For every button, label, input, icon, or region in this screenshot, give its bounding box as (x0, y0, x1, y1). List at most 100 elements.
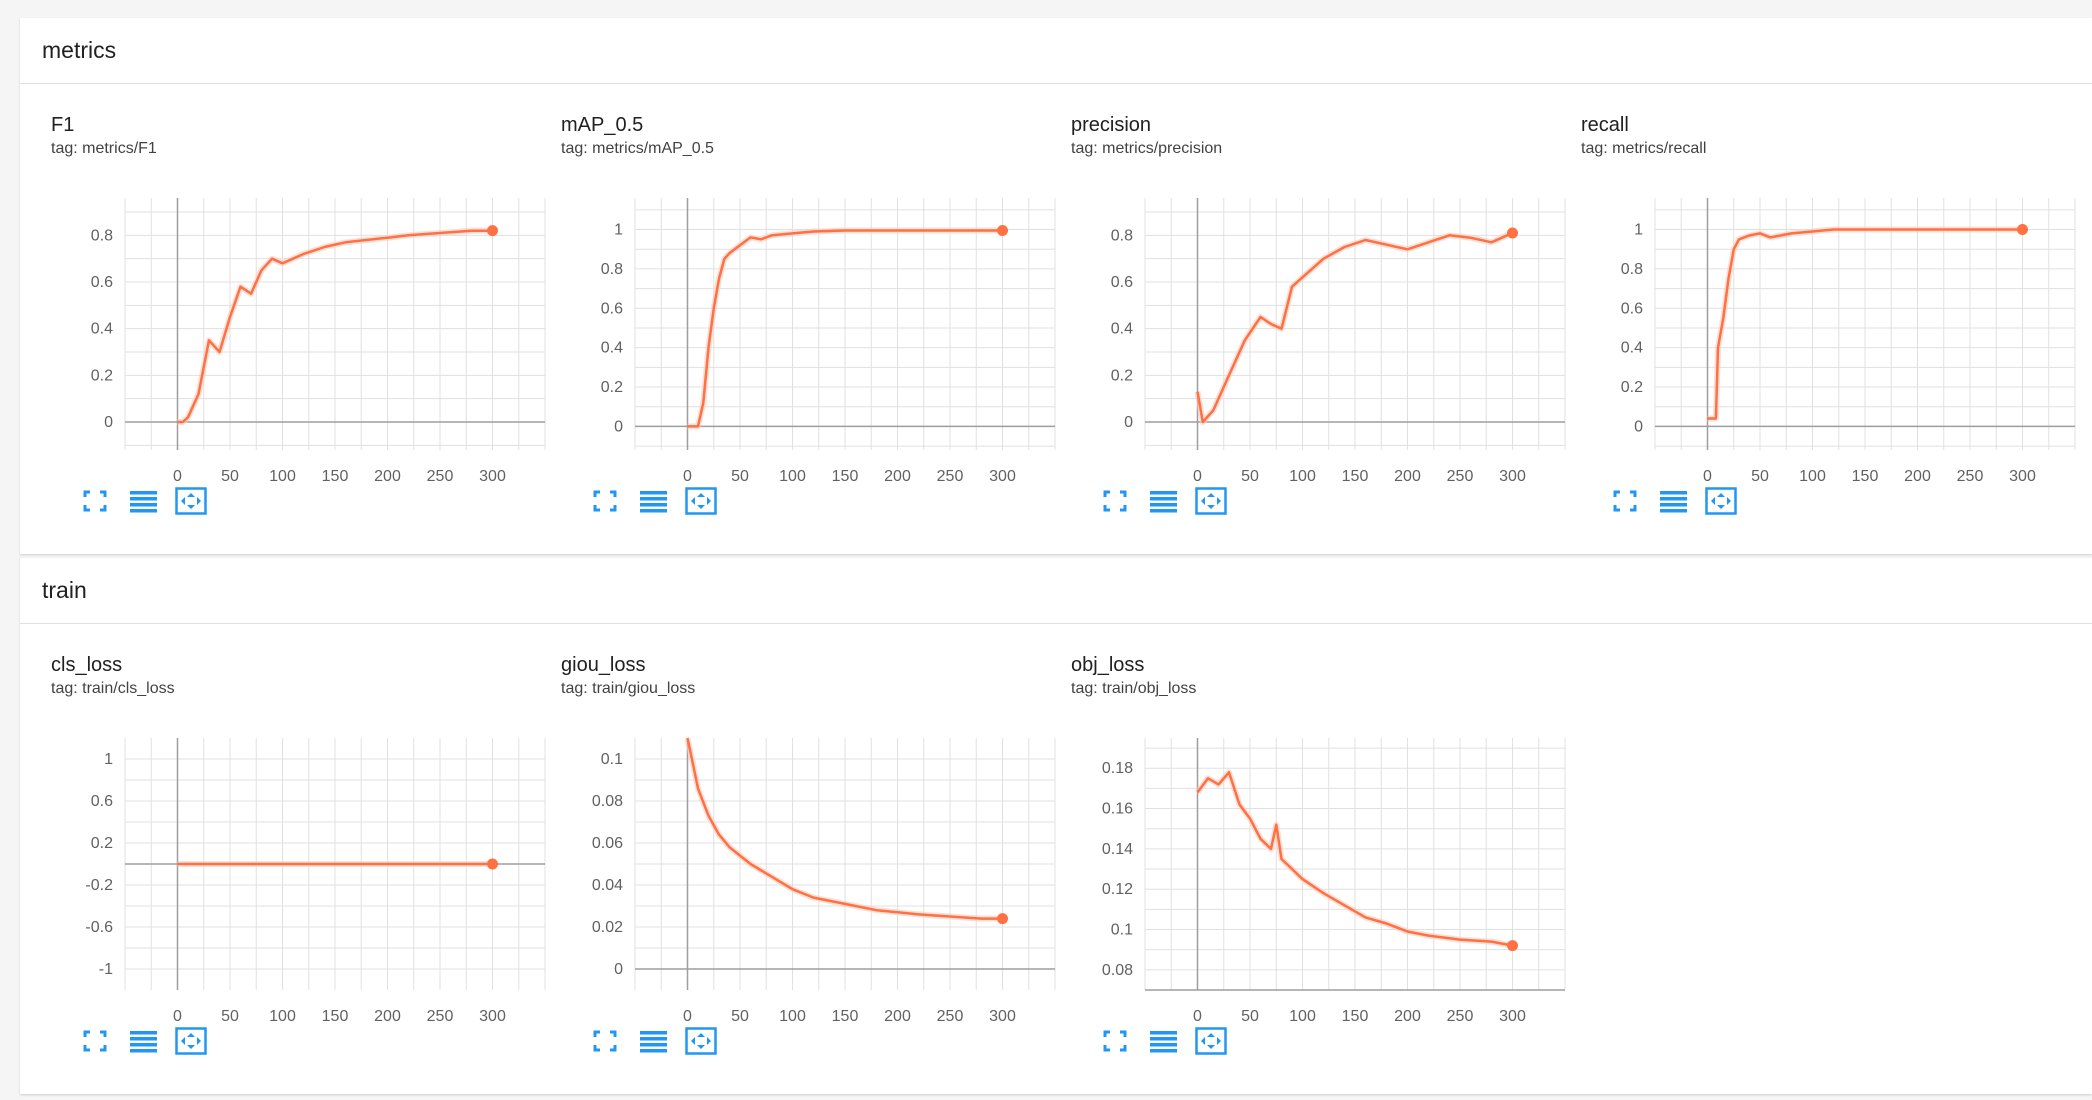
y-tick-label: 0.08 (592, 793, 623, 810)
series-line[interactable] (1196, 231, 1514, 424)
x-tick-label: 150 (1852, 468, 1879, 485)
expand-button[interactable] (174, 1025, 208, 1057)
series-line[interactable] (1707, 228, 2023, 420)
x-tick-label: 0 (1703, 468, 1712, 485)
fit-screen-icon (593, 490, 617, 512)
expand-button[interactable] (684, 1025, 718, 1057)
fit-screen-button[interactable] (588, 485, 622, 517)
toggle-lines-button[interactable] (1146, 485, 1180, 517)
chart-title: F1 (51, 114, 75, 136)
y-tick-label: 0.6 (601, 300, 623, 317)
chart-plot[interactable]: -1 -0.6 -0.2 0.2 0.6 1 0 50 100 150 200 250 300 (20, 624, 580, 1094)
x-tick-label: 300 (1499, 468, 1526, 485)
x-tick-label: 100 (1799, 468, 1826, 485)
fit-screen-icon (1103, 490, 1127, 512)
toggle-lines-button[interactable] (1656, 485, 1690, 517)
section-header-metrics[interactable]: metrics (20, 18, 2092, 84)
toggle-lines-button[interactable] (636, 1025, 670, 1057)
fit-screen-button[interactable] (588, 1025, 622, 1057)
x-tick-label: 150 (1342, 468, 1369, 485)
toggle-lines-button[interactable] (636, 485, 670, 517)
toggle-lines-icon (640, 1031, 667, 1053)
section-title: metrics (42, 37, 117, 63)
fit-screen-icon (1103, 1030, 1127, 1052)
series-end-point[interactable] (2017, 224, 2028, 235)
y-tick-label: 0.1 (601, 751, 623, 768)
x-tick-label: 250 (427, 1008, 454, 1025)
x-tick-label: 50 (221, 468, 239, 485)
x-tick-label: 0 (683, 468, 692, 485)
chart-plot[interactable]: 0.08 0.1 0.12 0.14 0.16 0.18 0 50 100 150 200 250 30… (1040, 624, 1600, 1094)
fit-screen-button[interactable] (78, 1025, 112, 1057)
chart-plot[interactable]: 0 0.2 0.4 0.6 0.8 0 50 100 150 200 250 300 (1040, 84, 1600, 554)
series-line[interactable] (686, 737, 1003, 920)
expand-button[interactable] (174, 485, 208, 517)
chart-plot[interactable]: 0 0.2 0.4 0.6 0.8 0 50 100 150 200 250 300 (20, 84, 580, 554)
x-tick-label: 250 (937, 1008, 964, 1025)
y-tick-label: 0 (1124, 414, 1133, 431)
x-tick-label: 100 (1289, 1008, 1316, 1025)
expand-button[interactable] (1704, 485, 1738, 517)
y-tick-label: 0 (614, 961, 623, 978)
fit-screen-button[interactable] (1608, 485, 1642, 517)
y-tick-label: 0.04 (592, 877, 623, 894)
toggle-lines-icon (1660, 491, 1687, 513)
fit-screen-button[interactable] (1098, 1025, 1132, 1057)
x-tick-label: 200 (1394, 1008, 1421, 1025)
series-end-point[interactable] (997, 224, 1008, 236)
x-tick-label: 200 (1394, 468, 1421, 485)
y-tick-label: 0 (104, 414, 113, 431)
x-tick-label: 0 (173, 1008, 182, 1025)
series-line[interactable] (177, 229, 493, 424)
expand-button[interactable] (684, 485, 718, 517)
x-tick-label: 300 (989, 1008, 1016, 1025)
expand-button[interactable] (1194, 485, 1228, 517)
toggle-lines-button[interactable] (126, 1025, 160, 1057)
x-tick-label: 0 (173, 468, 182, 485)
section-header-train[interactable]: train (20, 558, 2092, 624)
x-tick-label: 200 (374, 468, 401, 485)
series-end-point[interactable] (487, 858, 498, 870)
y-tick-label: 0.4 (91, 321, 113, 338)
y-tick-label: 0.12 (1102, 881, 1133, 898)
series-end-point[interactable] (997, 913, 1008, 925)
expand-icon (685, 487, 717, 515)
fit-screen-button[interactable] (1098, 485, 1132, 517)
series-line[interactable] (1196, 771, 1513, 947)
x-tick-label: 250 (1447, 468, 1474, 485)
chart-tag: tag: train/cls_loss (51, 680, 175, 697)
x-tick-label: 300 (479, 1008, 506, 1025)
chart-plot[interactable]: 0 0.2 0.4 0.6 0.8 1 0 50 100 150 200 250 300 (1550, 84, 2092, 554)
train-section: train cls_loss tag: train/cls_loss -1 -0.6-… (20, 558, 2092, 1094)
fit-screen-button[interactable] (78, 485, 112, 517)
toggle-lines-icon (130, 491, 157, 513)
chart-plot[interactable]: 0 0.2 0.4 0.6 0.8 1 0 50 100 150 200 250 300 (530, 84, 1090, 554)
series-end-point[interactable] (1507, 227, 1518, 239)
x-tick-label: 300 (1499, 1008, 1526, 1025)
series-end-point[interactable] (1507, 940, 1518, 952)
y-tick-label: 0.14 (1102, 841, 1133, 858)
y-tick-label: 0.4 (1621, 340, 1643, 357)
series-end-point[interactable] (487, 225, 498, 237)
toggle-lines-button[interactable] (1146, 1025, 1180, 1057)
chart-title: precision (1071, 114, 1152, 136)
expand-icon (685, 1027, 717, 1055)
metrics-section: metrics F1 tag: metrics/F1 0 0.2 0.4 0.6 0.8 0 5… (20, 18, 2092, 554)
x-tick-label: 0 (1193, 468, 1202, 485)
chart-plot[interactable]: 0 0.02 0.04 0.06 0.08 0.1 0 50 100 150 200 250 300 (530, 624, 1090, 1094)
series-line[interactable] (687, 229, 1003, 428)
x-tick-label: 100 (269, 1008, 296, 1025)
y-tick-label: -0.6 (85, 919, 113, 936)
y-tick-label: 1 (1634, 222, 1643, 239)
expand-icon (175, 487, 207, 515)
toggle-lines-icon (1150, 1031, 1177, 1053)
expand-button[interactable] (1194, 1025, 1228, 1057)
x-tick-label: 100 (779, 468, 806, 485)
x-tick-label: 50 (1751, 468, 1769, 485)
x-tick-label: 200 (374, 1008, 401, 1025)
y-tick-label: 0.6 (91, 793, 113, 810)
toggle-lines-button[interactable] (126, 485, 160, 517)
y-tick-label: -0.2 (85, 877, 113, 894)
x-tick-label: 0 (683, 1008, 692, 1025)
y-tick-label: 0.8 (1111, 227, 1133, 244)
